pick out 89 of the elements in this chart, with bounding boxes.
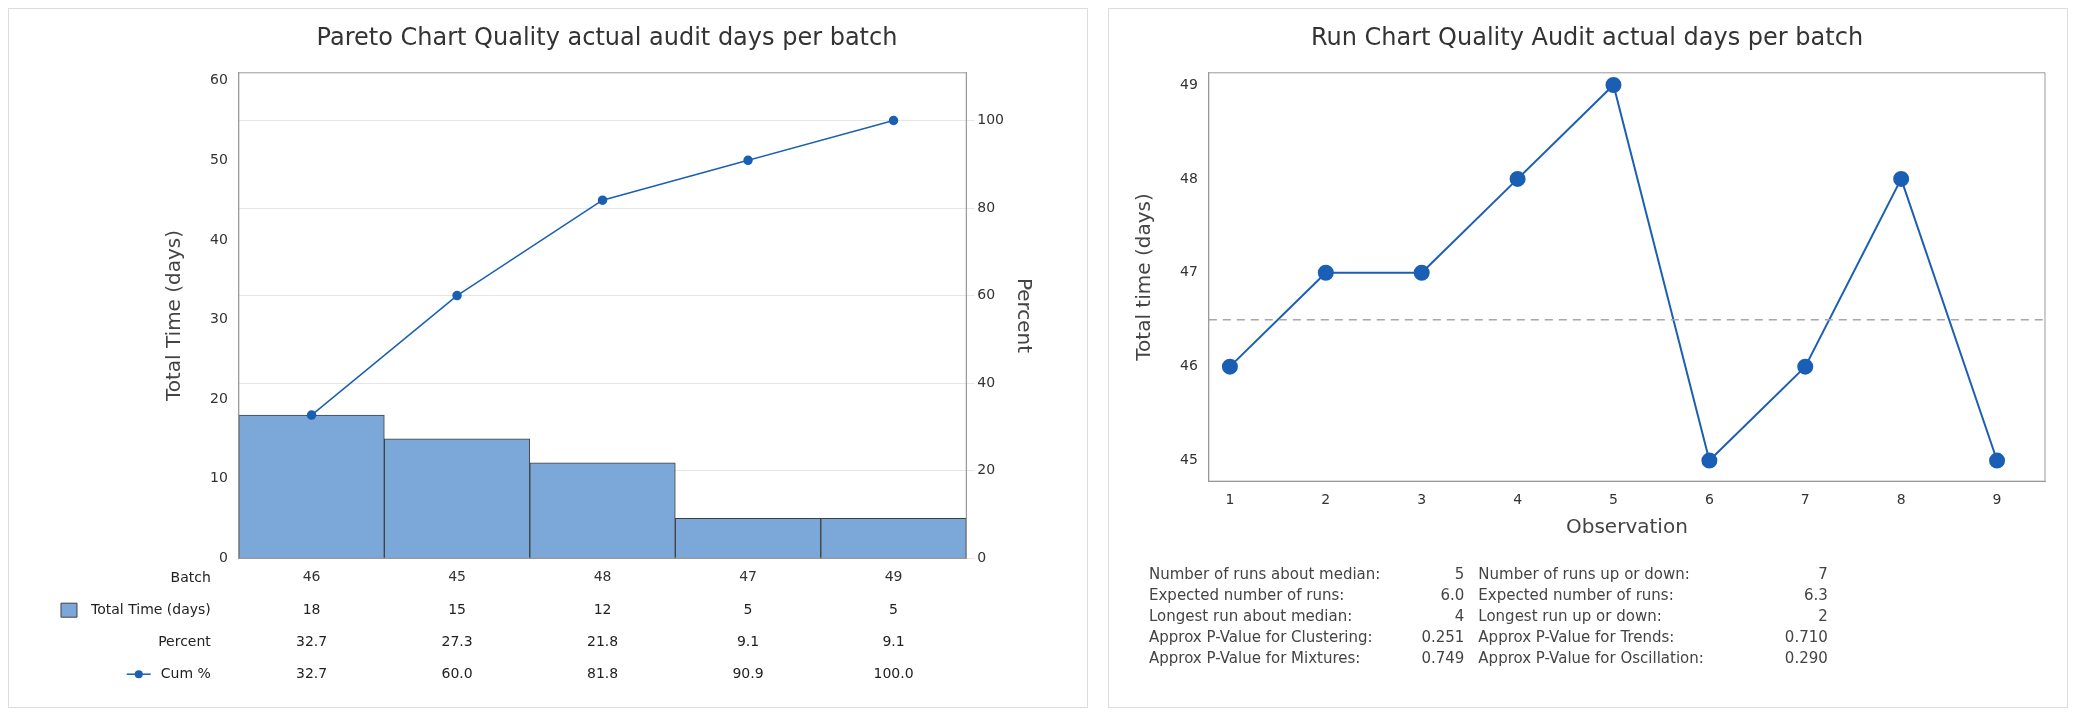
point — [1893, 170, 1910, 187]
text: 2 — [1817, 607, 1828, 625]
x-tick-label: 48 — [593, 568, 612, 585]
data-label: 12 — [593, 600, 612, 617]
text: Expected number of runs: — [1149, 586, 1346, 604]
text: Expected number of runs: — [1478, 586, 1675, 604]
text: 6.3 — [1802, 586, 1828, 604]
x-tick-label: 49 — [884, 568, 903, 585]
y-tick-label: 45 — [1179, 451, 1198, 468]
data-label: 18 — [302, 600, 321, 617]
x-tick-label: 9 — [1992, 491, 2002, 508]
x-tick-label: 47 — [739, 568, 757, 585]
x-tick-label: 3 — [1417, 491, 1427, 508]
data-label: 15 — [448, 600, 466, 617]
y-tick-label: 20 — [209, 389, 228, 406]
text: Number of runs about median: — [1149, 565, 1381, 583]
y-axis-title: Total time (days) — [1131, 193, 1156, 362]
x-tick-label: 45 — [448, 568, 466, 585]
x-tick-label: 1 — [1225, 491, 1235, 508]
point — [888, 115, 899, 126]
point — [1317, 264, 1334, 281]
y-tick-label: 10 — [209, 469, 228, 486]
x-axis-title: Batch — [170, 568, 211, 585]
point — [1797, 358, 1814, 375]
text: Number of runs up or down: — [1478, 565, 1691, 583]
point — [597, 195, 608, 205]
text: 21.8 — [586, 632, 619, 649]
data-label: 32.7 — [295, 664, 328, 681]
text: Percent — [158, 632, 212, 649]
y-tick-label: 30 — [209, 310, 228, 327]
data-label: 5 — [889, 600, 898, 617]
data-label: 81.8 — [586, 664, 619, 681]
y2-tick-label: 20 — [977, 461, 996, 478]
y-tick-label: 60 — [209, 71, 228, 88]
text: Approx P-Value for Mixtures: — [1149, 649, 1362, 667]
y2-tick-label: 100 — [977, 111, 1005, 128]
y2-tick-label: 0 — [977, 548, 987, 565]
x-tick-label: 46 — [302, 568, 321, 585]
point — [452, 290, 462, 301]
data-label: 90.9 — [732, 664, 764, 681]
text: 0.749 — [1420, 649, 1465, 667]
data-label: 100.0 — [873, 664, 914, 681]
text: 9.1 — [736, 632, 760, 649]
text: 32.7 — [295, 632, 328, 649]
x-tick-label: 2 — [1321, 491, 1331, 508]
point — [1509, 170, 1526, 187]
x-tick-label: 5 — [1609, 491, 1618, 508]
text: 6.0 — [1439, 586, 1465, 604]
y-tick-label: 47 — [1179, 263, 1198, 280]
data-label: 60.0 — [441, 664, 473, 681]
legend-label: Cum % — [160, 664, 211, 681]
y-tick-label: 49 — [1179, 75, 1198, 92]
point — [1413, 264, 1430, 281]
x-tick-label: 4 — [1513, 491, 1523, 508]
x-tick-label: 6 — [1704, 491, 1714, 508]
y2-tick-label: 40 — [977, 373, 996, 390]
y-tick-label: 48 — [1179, 169, 1198, 186]
legend-label: Total Time (days) — [89, 600, 211, 617]
y-tick-label: 46 — [1179, 357, 1198, 374]
y2-tick-label: 60 — [977, 286, 996, 303]
text: 27.3 — [441, 632, 473, 649]
text: Approx P-Value for Trends: — [1478, 628, 1676, 646]
text: Approx P-Value for Clustering: — [1149, 628, 1374, 646]
y-tick-label: 50 — [209, 150, 228, 167]
text: 0.710 — [1783, 628, 1828, 646]
text: 0.251 — [1420, 628, 1465, 646]
y2-axis-title: Percent — [1012, 277, 1037, 354]
text: 9.1 — [882, 632, 905, 649]
y-axis-title: Total Time (days) — [161, 229, 186, 403]
text: 0.290 — [1783, 649, 1828, 667]
point — [1605, 77, 1622, 94]
y2-tick-label: 80 — [977, 198, 996, 215]
point — [1989, 452, 2006, 469]
point — [306, 410, 317, 420]
point — [743, 155, 753, 166]
point — [1221, 358, 1238, 375]
chart-title: Run Chart Quality Audit actual days per batch — [1310, 22, 1864, 51]
point — [1701, 452, 1718, 469]
chart-title: Pareto Chart Quality actual audit days per batch — [316, 22, 898, 51]
text: Approx P-Value for Oscillation: — [1478, 649, 1704, 667]
text: Longest run about median: — [1149, 607, 1354, 625]
text: 4 — [1453, 607, 1465, 625]
y-tick-label: 40 — [209, 230, 228, 247]
data-label: 5 — [743, 600, 753, 617]
text: Longest run up or down: — [1478, 607, 1663, 625]
y-tick-label: 0 — [218, 548, 228, 565]
x-axis-title: Observation — [1566, 514, 1688, 539]
x-tick-label: 7 — [1800, 491, 1810, 508]
x-tick-label: 8 — [1896, 491, 1906, 508]
